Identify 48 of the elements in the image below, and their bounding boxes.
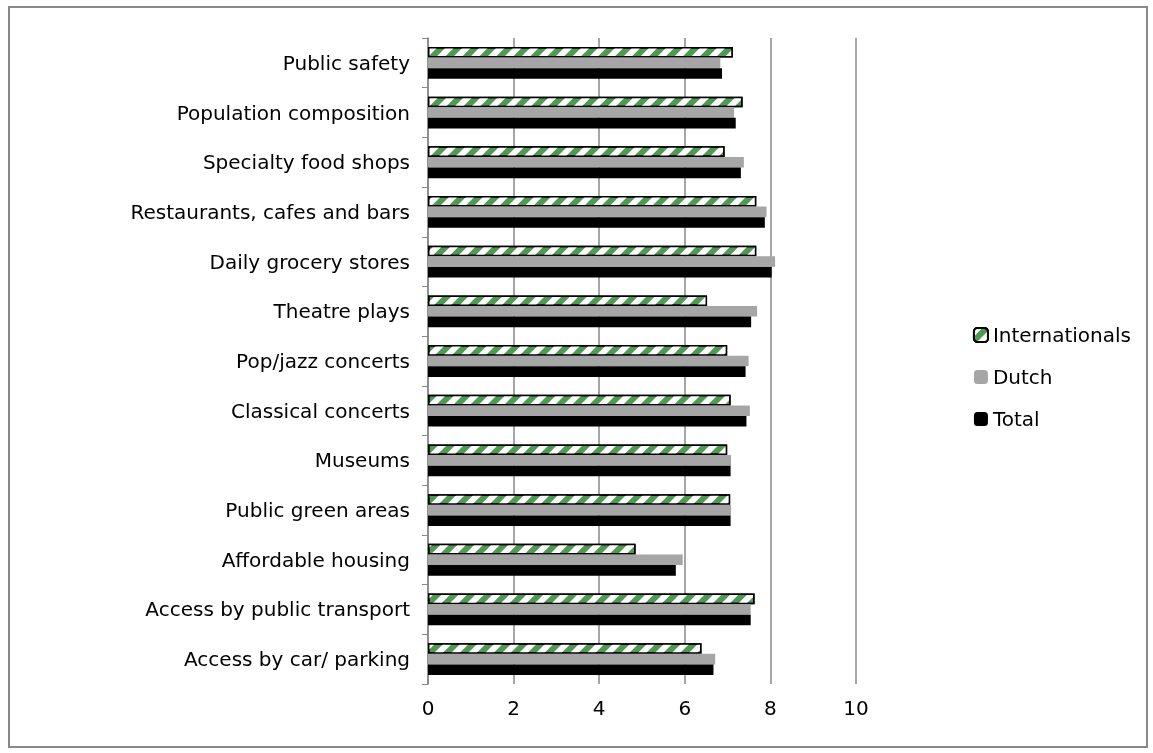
y-tick-label: Public green areas [225, 498, 410, 523]
x-tick-label: 8 [764, 696, 777, 720]
bar [428, 415, 747, 427]
legend-label: Internationals [992, 323, 1132, 347]
bar [428, 515, 731, 526]
x-tick-label: 10 [843, 696, 869, 720]
bar [428, 167, 741, 179]
x-tick-label: 4 [592, 696, 606, 720]
y-tick-label: Theatre plays [272, 299, 410, 324]
bar [428, 604, 751, 615]
bar [428, 266, 772, 278]
bar [428, 455, 732, 466]
x-tick-label: 2 [507, 696, 520, 720]
x-tick-label: 0 [421, 696, 435, 720]
bar [428, 504, 732, 516]
y-tick-label: Public safety [282, 50, 411, 75]
bar [428, 306, 758, 317]
legend-label: Total [991, 407, 1040, 431]
y-tick-label: Restaurants, cafes and bars [130, 199, 410, 224]
bar [428, 117, 736, 129]
bar [428, 465, 731, 477]
y-tick-label: Population composition [176, 100, 410, 125]
bar [428, 355, 749, 367]
y-tick-label: Affordable housing [221, 547, 410, 572]
bar [428, 565, 676, 576]
bar [428, 256, 776, 267]
bar [428, 57, 721, 69]
bar [428, 664, 714, 676]
bar [428, 366, 746, 377]
bar [428, 405, 750, 416]
bar [428, 107, 735, 118]
y-tick-label: Museums [314, 448, 410, 473]
bar [428, 217, 765, 228]
y-tick-label: Classical concerts [230, 398, 410, 423]
bar [428, 614, 751, 626]
bar [428, 554, 683, 566]
bar [428, 156, 744, 168]
y-tick-label: Daily grocery stores [209, 249, 410, 274]
y-tick-label: Specialty food shops [202, 150, 410, 175]
bar [428, 206, 767, 218]
bar [428, 316, 752, 328]
x-tick-label: 6 [678, 696, 692, 720]
y-tick-label: Access by public transport [145, 597, 411, 622]
y-tick-label: Access by car/ parking [184, 647, 410, 672]
y-tick-label: Pop/jazz concerts [236, 349, 410, 373]
bar [428, 653, 716, 665]
legend-label: Dutch [992, 365, 1053, 389]
bar [428, 68, 723, 79]
